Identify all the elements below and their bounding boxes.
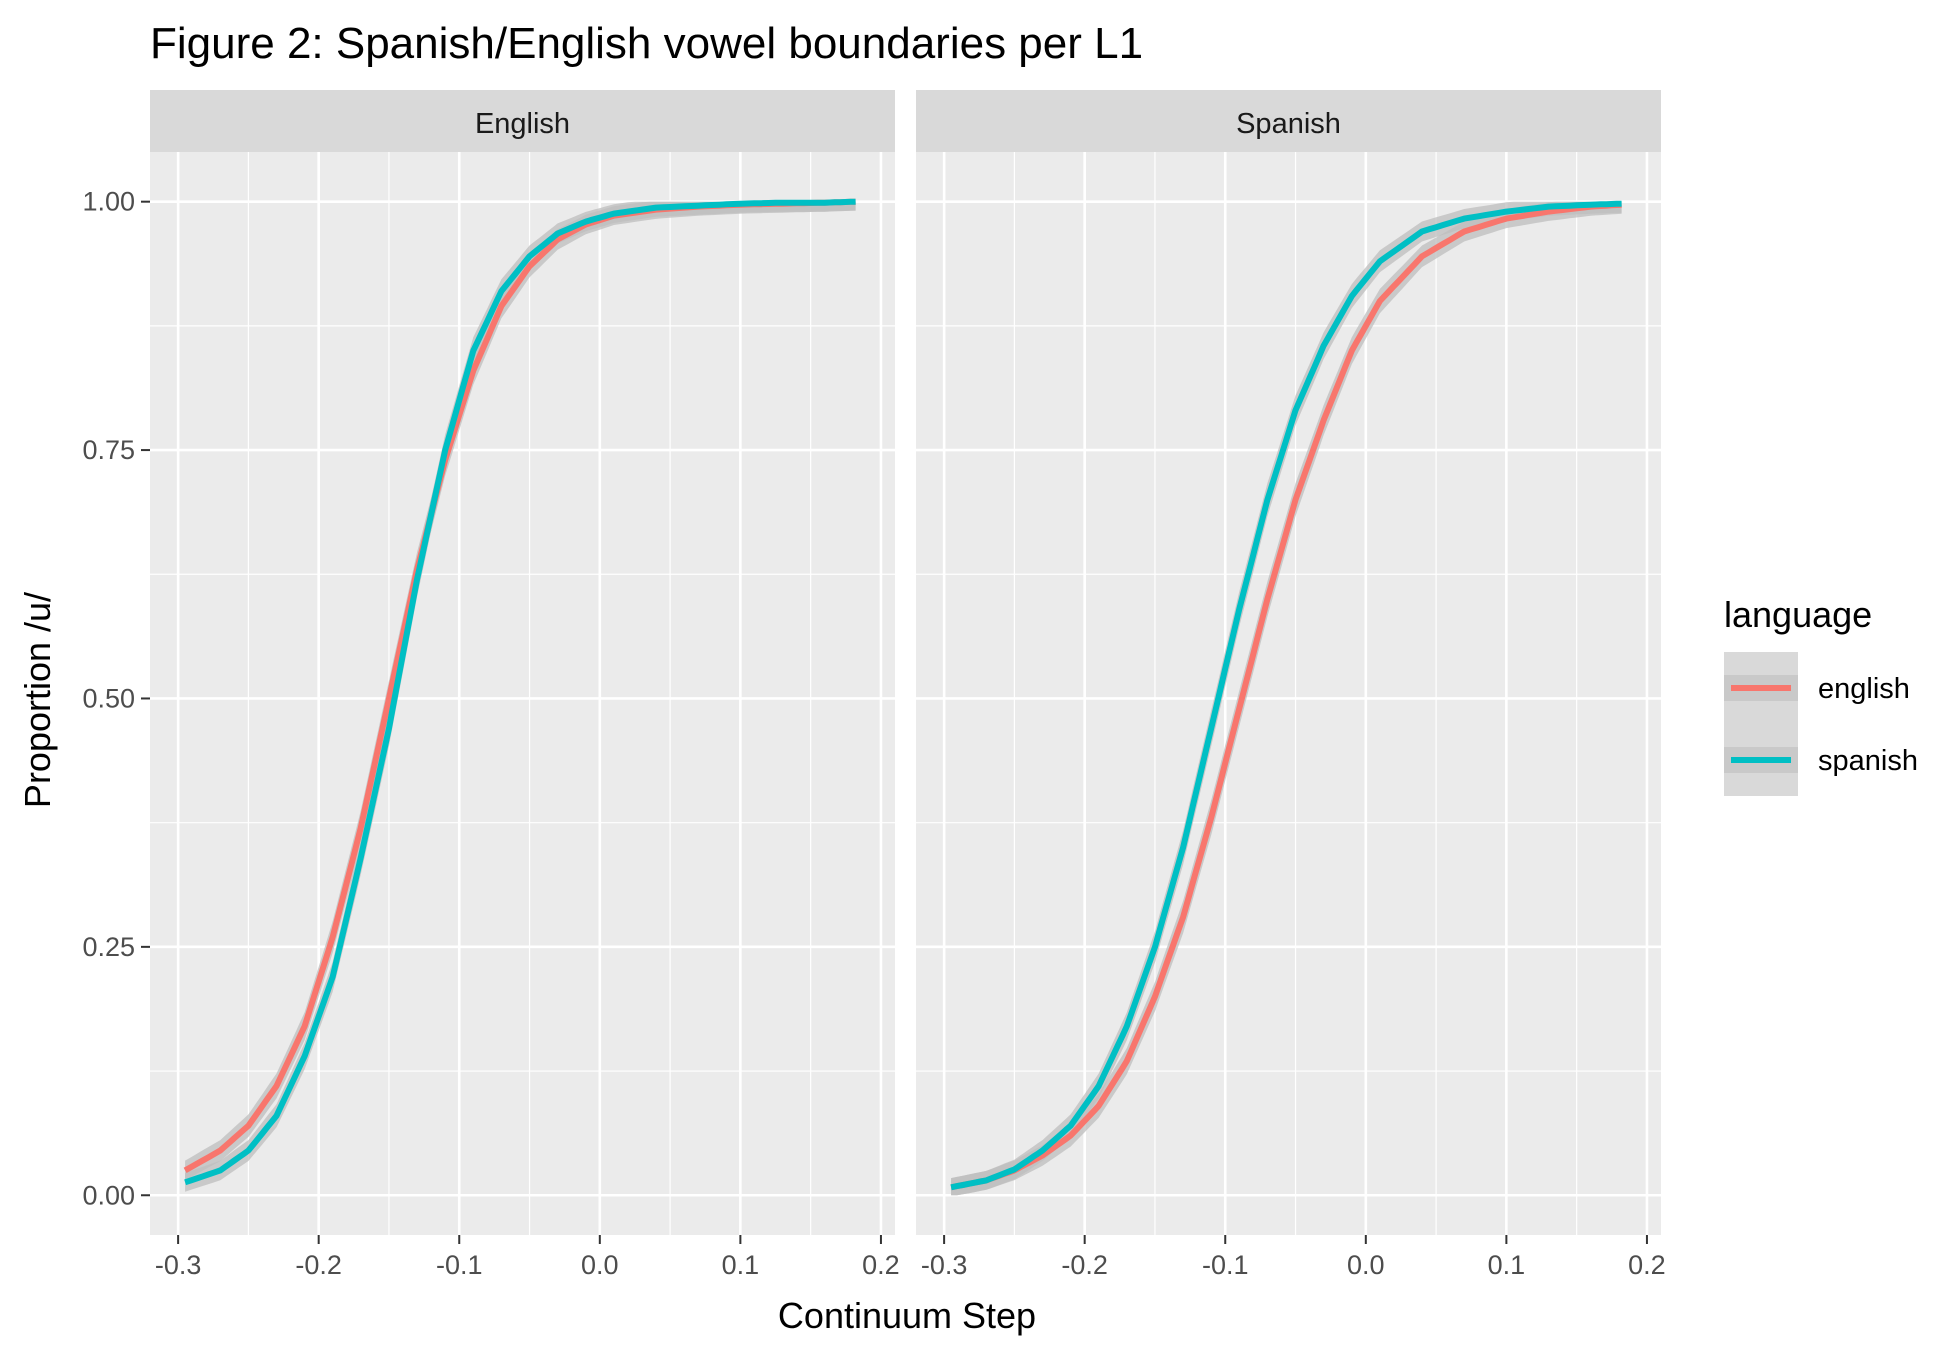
y-tick-label: 0.75 bbox=[82, 435, 135, 465]
x-tick-label: -0.1 bbox=[1202, 1250, 1249, 1280]
legend-label: spanish bbox=[1818, 745, 1918, 777]
legend-title: language bbox=[1724, 594, 1872, 635]
y-tick-label: 0.25 bbox=[82, 932, 135, 962]
x-tick-label: 0.1 bbox=[722, 1250, 760, 1280]
facet-panel-english: English -0.3 -0.2 -0.1 0.0 0.1 0.2 0.00 0.25 0.50… bbox=[82, 90, 900, 1280]
series-line-spanish bbox=[184, 198, 856, 1186]
chart-title: Figure 2: Spanish/English vowel boundari… bbox=[150, 19, 1143, 68]
x-tick-label: 0.1 bbox=[1488, 1250, 1526, 1280]
legend-item-english: english bbox=[1724, 652, 1910, 724]
legend-label: english bbox=[1818, 673, 1910, 705]
legend-items: english spanish bbox=[1724, 652, 1918, 796]
facet-strip bbox=[916, 90, 1661, 152]
facet-panel-spanish: Spanish -0.3 -0.2 -0.1 0.0 0.1 0.2 bbox=[916, 90, 1666, 1280]
x-tick-label: 0.0 bbox=[1347, 1250, 1385, 1280]
legend: language english spanish bbox=[1724, 594, 1918, 796]
x-tick-label: 0.2 bbox=[862, 1250, 900, 1280]
x-axis-title: Continuum Step bbox=[778, 1295, 1036, 1336]
facet-strip bbox=[150, 90, 895, 152]
x-tick-label: -0.3 bbox=[155, 1250, 202, 1280]
panel-background bbox=[150, 152, 895, 1235]
x-tick-label: 0.0 bbox=[581, 1250, 619, 1280]
facet-layer: English -0.3 -0.2 -0.1 0.0 0.1 0.2 0.00 0.25 0.50… bbox=[82, 90, 1666, 1280]
x-tick-label: -0.3 bbox=[921, 1250, 968, 1280]
legend-item-spanish: spanish bbox=[1724, 724, 1918, 796]
facet-strip-label: English bbox=[475, 108, 570, 140]
x-tick-label: -0.2 bbox=[295, 1250, 342, 1280]
x-tick-label: -0.2 bbox=[1061, 1250, 1108, 1280]
x-tick-label: 0.2 bbox=[1628, 1250, 1666, 1280]
y-tick-label: 0.50 bbox=[82, 683, 135, 713]
series-line-spanish bbox=[950, 200, 1622, 1191]
y-tick-label: 0.00 bbox=[82, 1180, 135, 1210]
facet-strip-label: Spanish bbox=[1236, 108, 1341, 140]
panel-background bbox=[916, 152, 1661, 1235]
y-axis-title: Proportion /u/ bbox=[17, 592, 58, 808]
x-tick-label: -0.1 bbox=[436, 1250, 483, 1280]
y-tick-label: 1.00 bbox=[82, 187, 135, 217]
series-line-english bbox=[950, 201, 1622, 1191]
